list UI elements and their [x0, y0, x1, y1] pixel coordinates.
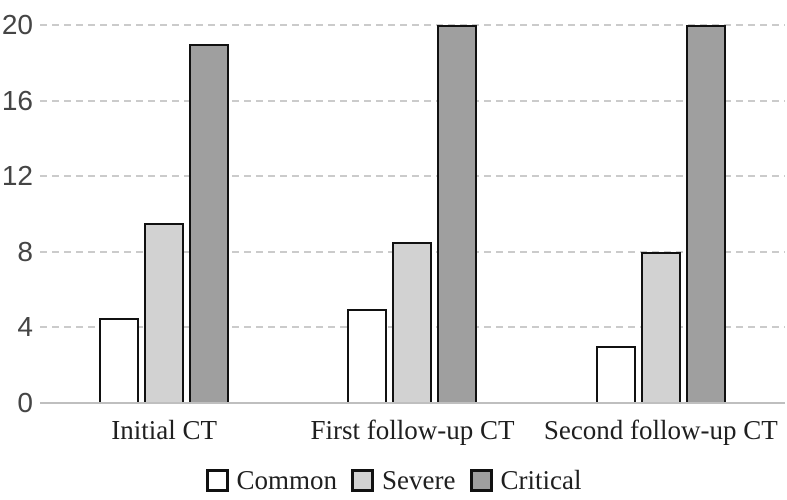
bar-common-initial-ct: [99, 317, 140, 403]
x-axis-line: [40, 402, 785, 404]
x-axis-label-initial-ct: Initial CT: [111, 415, 218, 445]
y-tick-label-4: 4: [17, 311, 33, 343]
legend-label-common: Common: [236, 465, 338, 495]
bar-common-second-follow-up-ct: [595, 346, 636, 403]
bar-severe-initial-ct: [144, 223, 185, 403]
y-axis: 0 4 8 12 16 20: [0, 11, 33, 417]
bar-group-first-follow-up-ct: [288, 25, 536, 403]
bar-groups: [40, 25, 785, 403]
bar-severe-first-follow-up-ct: [392, 242, 433, 403]
bar-common-first-follow-up-ct: [347, 308, 388, 403]
y-tick-label-16: 16: [1, 84, 33, 116]
gridline-12: [40, 175, 785, 178]
legend-swatch-common: [205, 469, 229, 492]
legend-label-critical: Critical: [500, 465, 582, 495]
bar-severe-second-follow-up-ct: [640, 251, 681, 403]
x-axis-label-second-follow-up-ct: Second follow-up CT: [543, 415, 778, 445]
gridline-20: [40, 24, 785, 26]
y-tick-label-0: 0: [17, 387, 33, 418]
bar-critical-second-follow-up-ct: [685, 25, 726, 403]
x-axis-label-first-follow-up-ct: First follow-up CT: [310, 415, 515, 445]
bar-critical-first-follow-up-ct: [437, 25, 478, 403]
y-tick-label-8: 8: [17, 235, 33, 267]
legend-swatch-critical: [469, 469, 493, 492]
legend-item-severe: Severe: [351, 465, 456, 495]
bar-critical-initial-ct: [189, 43, 230, 403]
legend-label-severe: Severe: [382, 465, 456, 495]
gridline-16: [40, 99, 785, 102]
y-tick-label-20: 20: [1, 9, 33, 40]
legend: Common Severe Critical: [0, 467, 787, 494]
legend-item-common: Common: [205, 465, 338, 495]
y-tick-label-12: 12: [1, 160, 33, 192]
x-axis-labels: Initial CT First follow-up CT Second follo…: [40, 414, 785, 446]
plot-area: [40, 24, 785, 404]
bar-group-second-follow-up-ct: [537, 25, 785, 403]
legend-item-critical: Critical: [469, 465, 582, 495]
legend-swatch-severe: [351, 469, 375, 492]
bar-group-initial-ct: [40, 25, 288, 403]
